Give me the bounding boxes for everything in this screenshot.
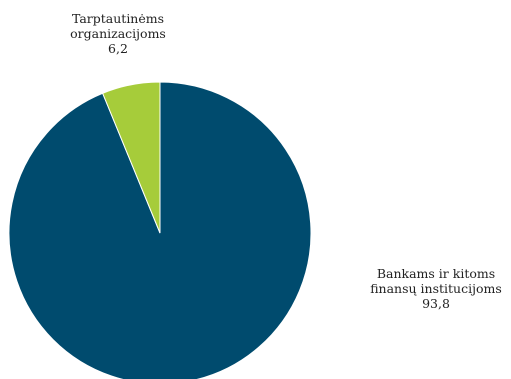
slice-label-banks-financial-institutions-line-2: finansų institucijoms xyxy=(370,281,502,296)
pie-slice-international-organizations xyxy=(102,81,161,234)
slice-label-international-organizations: Tarptautinėms organizacijoms 6,2 xyxy=(48,11,188,56)
slice-value-banks-financial-institutions: 93,8 xyxy=(422,296,450,311)
slice-value-international-organizations: 6,2 xyxy=(108,41,128,56)
slice-label-banks-financial-institutions: Bankams ir kitoms finansų institucijoms … xyxy=(356,266,511,311)
slice-label-banks-financial-institutions-line-1: Bankams ir kitoms xyxy=(376,266,496,281)
slice-label-international-organizations-line-1: Tarptautinėms xyxy=(71,11,165,26)
pie-slices xyxy=(8,81,312,379)
slice-label-international-organizations-line-2: organizacijoms xyxy=(70,26,166,41)
